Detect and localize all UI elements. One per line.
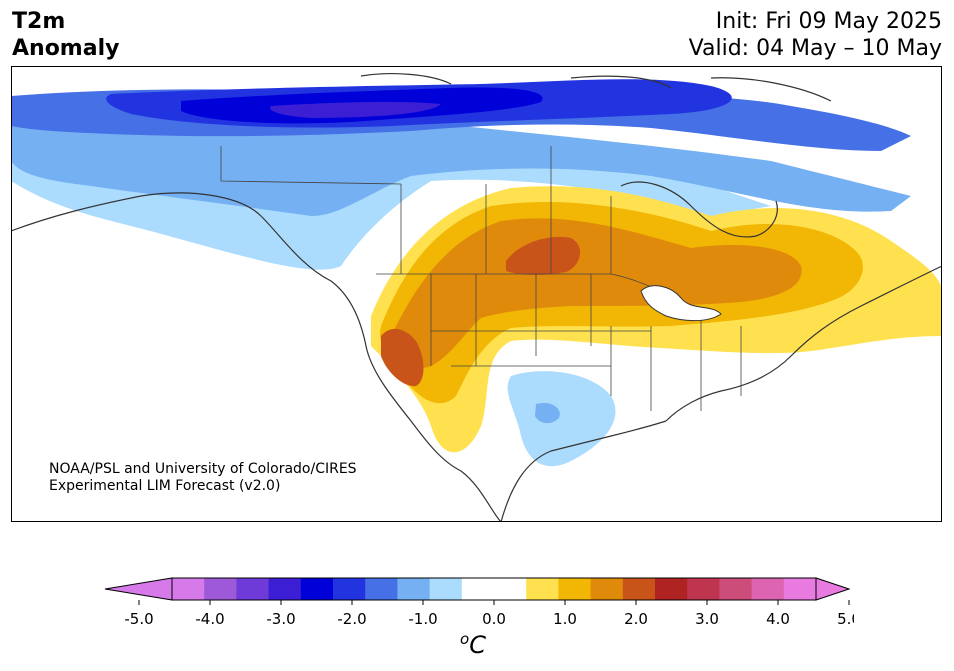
colorbar-cell <box>268 578 302 600</box>
colorbar-ticks: -5.0 -4.0 -3.0 -2.0 -1.0 0.0 1.0 2.0 3.0 4.0 5.0 <box>124 600 854 628</box>
hudson-bay <box>620 181 778 238</box>
colorbar-tick-label: -1.0 <box>408 610 437 628</box>
credit-line-2: Experimental LIM Forecast (v2.0) <box>49 478 281 494</box>
colorbar-under-arrow <box>104 577 173 601</box>
colorbar-unit: oC <box>460 630 486 659</box>
colorbar-tick-label: 3.0 <box>695 610 719 628</box>
colorbar-cell <box>719 578 753 600</box>
province-lines <box>220 146 612 274</box>
cold-south-light <box>535 402 560 424</box>
coastline-west <box>11 192 502 522</box>
colorbar-cell <box>397 578 431 600</box>
warm-band-medium <box>391 218 802 369</box>
coastline-gulf <box>500 420 667 522</box>
coastline-east <box>665 265 942 422</box>
colorbar-cell <box>236 578 270 600</box>
title-line-1: T2m <box>12 9 66 34</box>
credit-line-1: NOAA/PSL and University of Colorado/CIRE… <box>49 461 357 477</box>
colorbar-cell <box>526 578 559 600</box>
colorbar-tick-label: -3.0 <box>266 610 295 628</box>
colorbar-tick-label: 0.0 <box>482 610 506 628</box>
anomaly-map <box>11 66 942 522</box>
colorbar-cell <box>783 578 817 600</box>
colorbar-tick-label: 1.0 <box>553 610 577 628</box>
colorbar-cell <box>751 578 785 600</box>
colorbar-cell <box>204 578 237 600</box>
arctic-islands <box>360 73 832 102</box>
warm-core-west <box>381 328 424 387</box>
colorbar-tick-label: -5.0 <box>124 610 153 628</box>
colorbar-tick-label: -2.0 <box>337 610 366 628</box>
colorbar-cell <box>655 578 688 600</box>
colorbar-cell <box>172 578 205 600</box>
map-title: T2m Anomaly <box>12 8 119 62</box>
colorbar-cell <box>494 578 527 600</box>
init-date: Init: Fri 09 May 2025 <box>715 9 942 34</box>
unit-degree: o <box>460 630 470 648</box>
warm-core-plains <box>506 236 581 275</box>
colorbar-cell <box>558 578 592 600</box>
great-lakes <box>640 285 722 322</box>
colorbar-tick-label: 5.0 <box>837 610 854 628</box>
cold-south-faint <box>507 371 616 467</box>
cold-core-deep <box>270 101 441 118</box>
title-line-2: Anomaly <box>12 36 120 61</box>
colorbar-tick-label: 2.0 <box>624 610 648 628</box>
colorbar: -5.0 -4.0 -3.0 -2.0 -1.0 0.0 1.0 2.0 3.0 4.0 5.0 <box>104 577 854 628</box>
forecast-dates: Init: Fri 09 May 2025 Valid: 04 May – 10… <box>689 8 942 62</box>
colorbar-cell <box>300 578 334 600</box>
colorbar-cell <box>622 578 656 600</box>
state-lines <box>430 274 742 411</box>
map-credit: NOAA/PSL and University of Colorado/CIRE… <box>49 461 357 495</box>
colorbar-cell <box>461 578 495 600</box>
colorbar-cell <box>333 578 366 600</box>
unit-base: C <box>469 631 486 659</box>
colorbar-cell <box>687 578 720 600</box>
colorbar-cells <box>172 578 817 600</box>
colorbar-cell <box>590 578 624 600</box>
colorbar-tick-label: 4.0 <box>766 610 790 628</box>
colorbar-over-arrow <box>815 577 851 601</box>
colorbar-cell <box>365 578 398 600</box>
colorbar-tick-label: -4.0 <box>195 610 224 628</box>
valid-range: Valid: 04 May – 10 May <box>688 36 942 61</box>
colorbar-cell <box>429 578 463 600</box>
